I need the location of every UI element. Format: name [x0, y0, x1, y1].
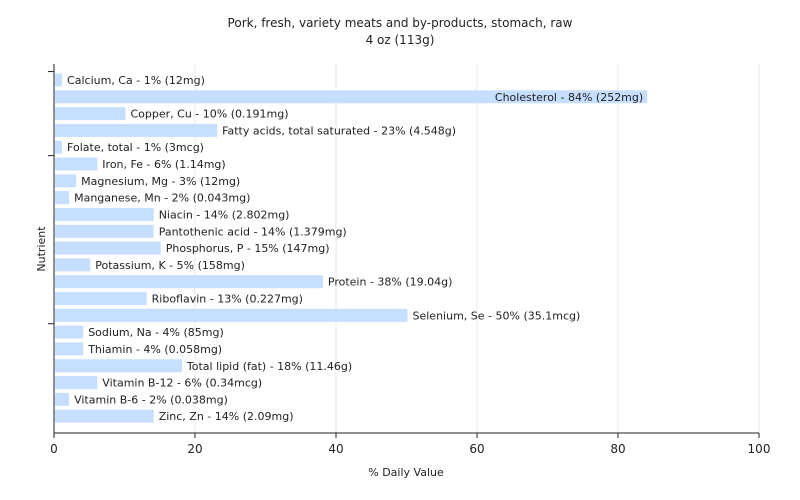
x-tick-label: 80: [610, 442, 625, 456]
bar-label: Cholesterol - 84% (252mg): [495, 91, 643, 104]
y-axis-title: Nutrient: [35, 226, 48, 272]
bar-label: Zinc, Zn - 14% (2.09mg): [159, 410, 294, 423]
bar: [55, 241, 161, 255]
bar-label: Sodium, Na - 4% (85mg): [88, 326, 224, 339]
bar-label: Copper, Cu - 10% (0.191mg): [131, 108, 289, 121]
x-tick-label: 0: [50, 442, 58, 456]
bar: [55, 191, 70, 205]
bar-label: Vitamin B-12 - 6% (0.34mcg): [102, 377, 262, 390]
chart-title: Pork, fresh, variety meats and by-produc…: [228, 16, 573, 30]
bar: [55, 325, 84, 339]
bar: [55, 90, 648, 104]
bar-label: Niacin - 14% (2.802mg): [159, 208, 290, 221]
bar: [55, 140, 63, 154]
bar: [55, 376, 98, 390]
bar-label: Manganese, Mn - 2% (0.043mg): [74, 192, 250, 205]
x-axis-title: % Daily Value: [368, 466, 444, 479]
bar: [55, 258, 91, 272]
bar-label: Protein - 38% (19.04g): [328, 276, 453, 289]
bar-label: Magnesium, Mg - 3% (12mg): [81, 175, 240, 188]
bars: Calcium, Ca - 1% (12mg) Cholesterol - 84%…: [55, 73, 648, 423]
bar: [55, 292, 147, 306]
bar-label: Total lipid (fat) - 18% (11.46g): [186, 360, 352, 373]
x-tick-label: 40: [328, 442, 343, 456]
bar-label: Vitamin B-6 - 2% (0.038mg): [74, 393, 228, 406]
chart-subtitle: 4 oz (113g): [366, 33, 435, 47]
bar: [55, 224, 154, 238]
bar: [55, 174, 77, 188]
bar: [55, 275, 323, 289]
bar: [55, 392, 70, 406]
bar: [55, 73, 63, 87]
bar: [55, 359, 182, 373]
bar-label: Thiamin - 4% (0.058mg): [87, 343, 222, 356]
bar: [55, 342, 84, 356]
bar-label: Fatty acids, total saturated - 23% (4.54…: [222, 124, 456, 137]
axes: 0 20 40 60 80 100: [48, 64, 770, 456]
bar-label: Iron, Fe - 6% (1.14mg): [102, 158, 225, 171]
x-tick-label: 60: [469, 442, 484, 456]
bar-label: Phosphorus, P - 15% (147mg): [166, 242, 330, 255]
x-tick-label: 20: [187, 442, 202, 456]
bar: [55, 409, 154, 423]
bar-label: Folate, total - 1% (3mcg): [67, 141, 204, 154]
bar: [55, 207, 154, 221]
bar: [55, 157, 98, 171]
x-tick-label: 100: [748, 442, 771, 456]
bar: [55, 107, 126, 121]
bar-label: Riboflavin - 13% (0.227mg): [152, 293, 303, 306]
bar-label: Potassium, K - 5% (158mg): [95, 259, 245, 272]
bar-label: Pantothenic acid - 14% (1.379mg): [159, 225, 347, 238]
bar-label: Selenium, Se - 50% (35.1mcg): [413, 309, 581, 322]
bar-label: Calcium, Ca - 1% (12mg): [67, 74, 205, 87]
bar: [55, 308, 408, 322]
bar: [55, 123, 218, 137]
